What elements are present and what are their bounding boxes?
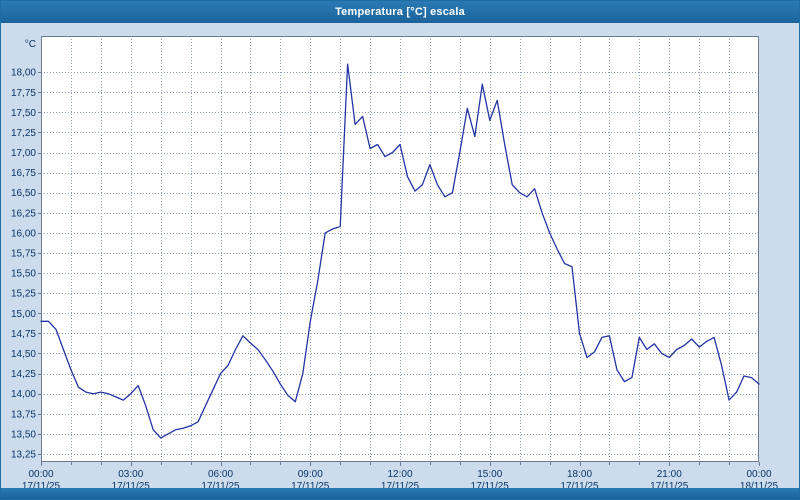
x-tick-date: 18/11/25	[740, 481, 779, 490]
y-tick-label: 16,75	[11, 168, 36, 179]
temperature-series-line	[40, 63, 760, 439]
footer-bar	[1, 488, 799, 499]
x-axis-labels: 00:0017/11/2503:0017/11/2506:0017/11/250…	[22, 469, 779, 492]
y-tick-label: 17,00	[11, 148, 36, 159]
y-tick-label: 15,50	[11, 269, 36, 280]
y-tick-label: 13,50	[11, 429, 36, 440]
x-tick-time: 12:00	[387, 469, 412, 480]
y-tick-label: 13,25	[11, 449, 36, 460]
y-tick-label: 15,25	[11, 289, 36, 300]
x-tick-date: 17/11/25	[112, 481, 151, 490]
y-tick-label: 15,00	[11, 309, 36, 320]
x-tick-time: 18:00	[567, 469, 592, 480]
y-tick-label: 13,75	[11, 409, 36, 420]
y-axis-labels: 13,25 13,50 13,75 14,00 14,25 14,50 14,75 15,00…	[11, 68, 36, 461]
y-axis-unit-label: °C	[25, 39, 36, 50]
axis-ticks	[38, 72, 760, 466]
x-tick-time: 21:00	[657, 469, 682, 480]
x-tick-time: 15:00	[477, 469, 502, 480]
y-tick-label: 16,50	[11, 188, 36, 199]
temperature-chart-svg: 13,25 13,50 13,75 14,00 14,25 14,50 14,75 15,00…	[11, 36, 779, 492]
x-tick-time: 06:00	[208, 469, 233, 480]
window-title: Temperatura [°C] escala	[335, 6, 465, 18]
x-tick-date: 17/11/25	[560, 481, 599, 490]
y-tick-label: 16,00	[11, 228, 36, 239]
x-tick-time: 09:00	[298, 469, 323, 480]
gridlines	[41, 36, 759, 462]
title-bar: Temperatura [°C] escala	[1, 1, 799, 23]
x-tick-date: 17/11/25	[381, 481, 420, 490]
x-tick-time: 00:00	[746, 469, 771, 480]
x-tick-date: 17/11/25	[291, 481, 330, 490]
y-tick-label: 14,00	[11, 389, 36, 400]
chart-area: 13,25 13,50 13,75 14,00 14,25 14,50 14,75 15,00…	[1, 23, 799, 492]
y-tick-label: 14,75	[11, 329, 36, 340]
x-tick-date: 17/11/25	[22, 481, 61, 490]
x-tick-date: 17/11/25	[650, 481, 689, 490]
y-tick-label: 18,00	[11, 68, 36, 79]
x-tick-date: 17/11/25	[471, 481, 510, 490]
y-tick-label: 16,25	[11, 208, 36, 219]
y-tick-label: 14,25	[11, 369, 36, 380]
y-tick-label: 17,25	[11, 128, 36, 139]
x-tick-time: 00:00	[28, 469, 53, 480]
y-tick-label: 17,50	[11, 108, 36, 119]
y-tick-label: 14,50	[11, 349, 36, 360]
x-tick-date: 17/11/25	[201, 481, 240, 490]
y-tick-label: 15,75	[11, 249, 36, 260]
y-tick-label: 17,75	[11, 88, 36, 99]
x-tick-time: 03:00	[118, 469, 143, 480]
plot-border	[41, 36, 759, 462]
